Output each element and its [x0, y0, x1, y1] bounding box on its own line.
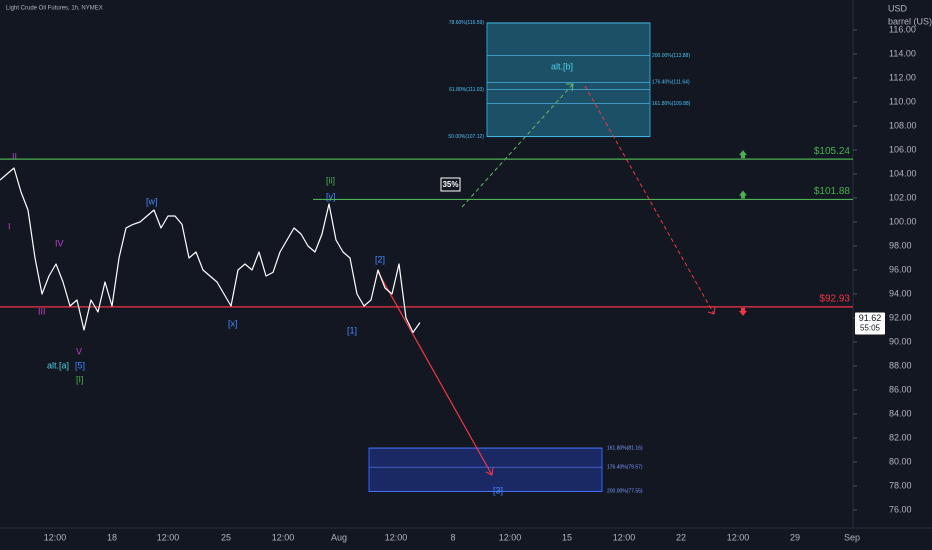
level-label: $101.88 — [814, 186, 851, 197]
fib-label: 200.00%(77.55) — [607, 489, 643, 495]
fib-label: 176.40%(111.64) — [652, 80, 690, 86]
x-tick-label: Sep — [844, 532, 860, 542]
level-arrow — [739, 150, 747, 159]
y-tick-label: 94.00 — [889, 288, 912, 298]
wave-label: [5] — [75, 360, 85, 370]
arrow-head — [707, 306, 716, 315]
wave-label: II — [12, 151, 17, 161]
fib-label: 176.40%(79.57) — [607, 464, 643, 470]
fib-label: 50.00%(107.12) — [448, 134, 484, 140]
y-tick-label: 88.00 — [889, 360, 912, 370]
y-tick-label: 92.00 — [889, 312, 912, 322]
probability: 35% — [442, 180, 458, 189]
y-tick-label: 76.00 — [889, 504, 912, 514]
wave-label: [ii] — [326, 175, 335, 185]
fib-zone — [486, 22, 651, 138]
wave-label: alt.[a] — [47, 360, 69, 370]
x-tick-label: 15 — [562, 532, 572, 542]
fib-zone — [368, 447, 603, 492]
y-tick-label: 96.00 — [889, 264, 912, 274]
x-tick-label: 29 — [790, 532, 800, 542]
wave-label: [3] — [493, 485, 503, 495]
fib-label: 161.80%(81.16) — [607, 445, 643, 451]
wave-label: IV — [55, 238, 64, 248]
y-tick-label: 90.00 — [889, 336, 912, 346]
level-label: $105.24 — [814, 146, 851, 157]
y-tick-label: 100.00 — [889, 216, 917, 226]
wave-label: V — [76, 346, 82, 356]
x-tick-label: 12:00 — [499, 532, 522, 542]
x-tick-label: 12:00 — [157, 532, 180, 542]
x-tick-label: 8 — [450, 532, 455, 542]
y-tick-label: 86.00 — [889, 384, 912, 394]
y-tick-label: 116.00 — [889, 24, 916, 34]
y-tick-label: 104.00 — [889, 168, 917, 178]
arrow-head — [566, 83, 574, 92]
wave-label: III — [38, 306, 46, 316]
x-tick-label: Aug — [331, 532, 347, 542]
wave-label: [I] — [76, 374, 84, 384]
wave-label: I — [8, 221, 11, 231]
level-arrow — [739, 190, 747, 199]
wave-label: [1] — [347, 325, 357, 335]
countdown: 55:05 — [860, 324, 881, 333]
fib-label: 200.00%(113.88) — [652, 53, 690, 59]
unit: barrel (US) — [888, 16, 932, 26]
x-tick-label: 12:00 — [272, 532, 295, 542]
fib-label: 161.80%(109.88) — [652, 101, 691, 107]
probability-box — [440, 177, 461, 192]
x-tick-label: 18 — [107, 532, 117, 542]
wave-label: [w] — [146, 196, 158, 206]
y-tick-label: 82.00 — [889, 432, 912, 442]
level-label: $92.93 — [819, 293, 850, 304]
projection — [584, 85, 715, 315]
fib-label: 61.80%(111.03) — [449, 87, 484, 93]
currency: USD — [888, 3, 908, 13]
y-tick-label: 108.00 — [889, 120, 917, 130]
price-line — [0, 167, 421, 333]
x-tick-label: 25 — [221, 532, 231, 542]
wave-label: [y] — [326, 191, 336, 201]
y-tick-label: 98.00 — [889, 240, 912, 250]
wave-label: [2] — [375, 254, 385, 264]
y-tick-label: 80.00 — [889, 456, 912, 466]
level-arrow — [739, 307, 747, 316]
y-tick-label: 78.00 — [889, 480, 912, 490]
x-tick-label: 12:00 — [385, 532, 408, 542]
last-price-box — [855, 312, 885, 335]
chart-title: Light Crude Oil Futures, 1h, NYMEX — [6, 6, 103, 12]
y-tick-label: 84.00 — [889, 408, 912, 418]
y-tick-label: 112.00 — [889, 72, 916, 82]
x-tick-label: 12:00 — [44, 532, 67, 542]
x-tick-label: 12:00 — [727, 532, 750, 542]
wave-label: [x] — [228, 318, 238, 328]
fib-label: 78.60%(116.59) — [449, 20, 485, 26]
x-tick-label: 22 — [676, 532, 686, 542]
last-price: 91.62 — [859, 313, 882, 323]
y-tick-label: 110.00 — [889, 96, 916, 106]
projection — [377, 271, 493, 476]
arrow-head — [485, 467, 494, 476]
wave-label: alt.[b] — [551, 61, 573, 71]
y-tick-label: 102.00 — [889, 192, 917, 202]
x-tick-label: 12:00 — [613, 532, 636, 542]
y-tick-label: 114.00 — [889, 48, 916, 58]
y-tick-label: 106.00 — [889, 144, 917, 154]
